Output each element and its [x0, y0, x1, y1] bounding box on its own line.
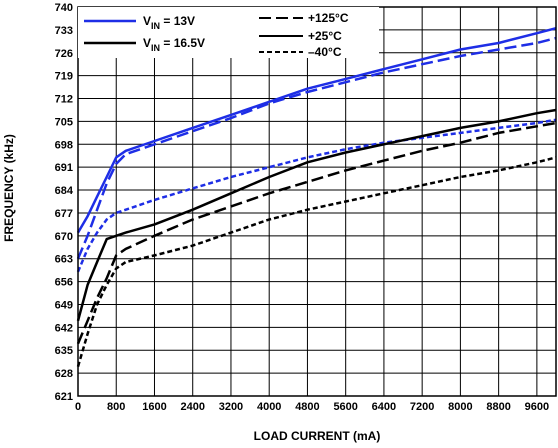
- y-axis-title: FREQUENCY (kHz): [2, 134, 16, 242]
- y-tick-label: 733: [55, 25, 73, 37]
- series-line-vin-13v-dotted: [76, 118, 557, 273]
- x-tick-label: 8800: [486, 401, 510, 413]
- x-tick-label: 800: [107, 401, 125, 413]
- legend-label-minus40c: –40°C: [308, 45, 342, 59]
- x-tick-label: 4800: [295, 401, 319, 413]
- y-tick-label: 628: [55, 368, 73, 380]
- x-tick-label: 2400: [180, 401, 204, 413]
- x-tick-labels: 0 800 1600 2400 3200 4000 4800 5600 6400 7200 8000…: [75, 401, 549, 413]
- series-line-vin-13v-dashed: [76, 36, 557, 260]
- x-tick-label: 8000: [448, 401, 472, 413]
- legend-label-25c: +25°C: [308, 29, 342, 43]
- y-tick-label: 677: [55, 208, 73, 220]
- y-tick-labels: 621 628 635 642 649 656 663 670 677 684 691 698 705 7…: [55, 2, 74, 403]
- y-tick-label: 726: [55, 48, 73, 60]
- legend-label-125c: +125°C: [308, 11, 349, 25]
- x-axis-title: LOAD CURRENT (mA): [254, 429, 381, 443]
- y-tick-label: 635: [55, 345, 73, 357]
- y-tick-label: 670: [55, 231, 73, 243]
- x-tick-label: 4000: [257, 401, 281, 413]
- y-tick-label: 719: [55, 71, 73, 83]
- series-line-vin-16-5v-solid: [76, 108, 557, 322]
- y-tick-label: 656: [55, 277, 73, 289]
- x-tick-label: 9600: [525, 401, 549, 413]
- legend: VIN = 13V VIN = 16.5V +125°C +25°C –40°C: [78, 7, 379, 59]
- y-tick-label: 740: [55, 2, 73, 14]
- series-lines: [76, 26, 557, 367]
- y-tick-label: 649: [55, 299, 73, 311]
- y-tick-label: 698: [55, 139, 73, 151]
- legend-label-vin-16-5v: VIN = 16.5V: [143, 36, 205, 53]
- legend-label-vin-13v: VIN = 13V: [143, 14, 195, 31]
- x-tick-label: 3200: [219, 401, 243, 413]
- y-tick-label: 642: [55, 322, 73, 334]
- legend-box: [78, 7, 379, 58]
- series-line-vin-16-5v-dotted: [76, 156, 557, 367]
- y-tick-label: 621: [55, 391, 73, 403]
- y-tick-label: 663: [55, 254, 73, 266]
- y-tick-label: 691: [55, 162, 73, 174]
- series-line-vin-13v-solid: [76, 26, 557, 234]
- y-tick-label: 684: [55, 185, 74, 197]
- x-tick-label: 7200: [410, 401, 434, 413]
- x-tick-label: 5600: [333, 401, 357, 413]
- series-line-vin-16-5v-dashed: [76, 121, 557, 345]
- y-tick-label: 705: [55, 116, 73, 128]
- x-tick-label: 6400: [372, 401, 396, 413]
- y-tick-label: 712: [55, 94, 73, 106]
- x-tick-label: 1600: [142, 401, 166, 413]
- x-tick-label: 0: [75, 401, 81, 413]
